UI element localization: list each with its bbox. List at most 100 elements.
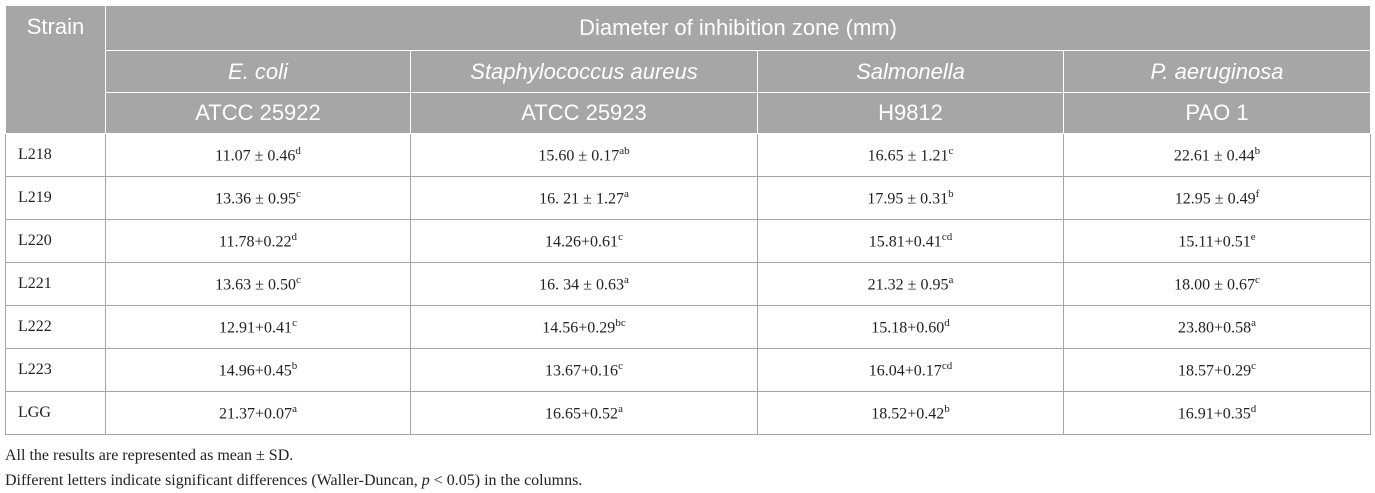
significance-letter: c bbox=[618, 230, 623, 243]
header-cell: ATCC 25923 bbox=[410, 92, 758, 134]
table: Strain Diameter of inhibition zone (mm) E.… bbox=[5, 5, 1372, 435]
body-row: L223 14.96+0.45b 13.67+0.16c 16.04+0.17cd 18… bbox=[5, 348, 1372, 392]
value-text: 18.52+0.42 bbox=[871, 405, 945, 423]
body-row: L222 12.91+0.41c 14.56+0.29bc 15.18+0.60d 23… bbox=[5, 305, 1372, 349]
value-text: 13.67+0.16 bbox=[545, 362, 619, 380]
value-text: 13.36 ± 0.95 bbox=[215, 190, 296, 208]
header-cell: H9812 bbox=[757, 92, 1064, 134]
value-text: 23.80+0.58 bbox=[1178, 319, 1252, 337]
value-text: 12.91+0.41 bbox=[219, 319, 293, 337]
value-text: 15.60 ± 0.17 bbox=[538, 147, 620, 165]
header-cell: Strain bbox=[5, 5, 106, 134]
value-cell: 16.04+0.17cd bbox=[757, 348, 1064, 392]
value-text: 13.63 ± 0.50 bbox=[215, 276, 296, 294]
significance-letter: c bbox=[295, 273, 301, 286]
value-cell: 16. 21 ± 1.27a bbox=[410, 176, 758, 220]
value-text: 14.56+0.29 bbox=[542, 319, 616, 337]
value-cell: 16. 34 ± 0.63a bbox=[410, 262, 758, 306]
footnote: All the results are represented as mean … bbox=[5, 447, 294, 464]
strain-cell: L219 bbox=[5, 176, 106, 220]
header-row: E. coli Staphylococcus aureus Salmonella P.… bbox=[6, 50, 1372, 93]
header-row: Strain Diameter of inhibition zone (mm) bbox=[5, 5, 1372, 134]
significance-letter: f bbox=[1255, 187, 1260, 200]
value-cell: 21.32 ± 0.95a bbox=[757, 262, 1064, 306]
value-text: 21.37+0.07 bbox=[219, 405, 293, 423]
value-cell: 14.96+0.45b bbox=[105, 348, 411, 392]
value-cell: 15.11+0.51e bbox=[1062, 219, 1372, 263]
body-row: L221 13.63 ± 0.50c 16. 34 ± 0.63a 21.32 ± 0… bbox=[5, 262, 1372, 306]
header-cell: P. aeruginosa bbox=[1062, 50, 1372, 93]
significance-letter: c bbox=[295, 187, 301, 200]
value-text: 18.57+0.29 bbox=[1178, 362, 1252, 380]
body-row: L220 11.78+0.22d 14.26+0.61c 15.81+0.41cd 15… bbox=[5, 219, 1372, 263]
value-cell: 13.36 ± 0.95c bbox=[105, 176, 411, 220]
significance-letter: d bbox=[1250, 402, 1257, 415]
footnote-part: p bbox=[421, 472, 430, 489]
value-text: 16. 34 ± 0.63 bbox=[539, 276, 624, 294]
significance-letter: cd bbox=[941, 359, 953, 372]
significance-letter: c bbox=[1254, 273, 1260, 286]
value-cell: 11.78+0.22d bbox=[105, 219, 411, 263]
value-text: 11.78+0.22 bbox=[219, 233, 292, 251]
significance-letter: a bbox=[618, 402, 623, 415]
significance-letter: b bbox=[944, 402, 950, 415]
strain-cell: L218 bbox=[5, 133, 106, 177]
value-text: 22.61 ± 0.44 bbox=[1173, 147, 1255, 165]
significance-letter: a bbox=[1251, 316, 1256, 329]
value-text: 16.91+0.35 bbox=[1177, 405, 1251, 423]
footnotes: All the results are represented as mean … bbox=[5, 443, 1370, 493]
value-cell: 12.95 ± 0.49f bbox=[1062, 176, 1372, 220]
value-text: 15.18+0.60 bbox=[871, 319, 945, 337]
value-cell: 16.65+0.52a bbox=[410, 391, 758, 435]
significance-letter: bc bbox=[615, 316, 626, 329]
significance-letter: d bbox=[295, 144, 301, 157]
value-text: 18.00 ± 0.67 bbox=[1174, 276, 1255, 294]
value-text: 15.11+0.51 bbox=[1178, 233, 1251, 251]
header-cell: PAO 1 bbox=[1062, 92, 1372, 134]
significance-letter: a bbox=[948, 273, 954, 286]
value-text: 16.65 ± 1.21 bbox=[867, 147, 949, 165]
footnote: Different letters indicate significant d… bbox=[5, 468, 1370, 493]
significance-letter: ab bbox=[619, 144, 630, 157]
value-cell: 14.56+0.29bc bbox=[410, 305, 758, 349]
header-cell: Diameter of inhibition zone (mm) bbox=[104, 5, 1372, 51]
header-cell: Staphylococcus aureus bbox=[410, 50, 758, 93]
strain-cell: L222 bbox=[5, 305, 106, 349]
strain-cell: LGG bbox=[5, 391, 106, 435]
value-cell: 13.67+0.16c bbox=[410, 348, 758, 392]
significance-letter: e bbox=[1250, 230, 1256, 243]
value-text: 16.04+0.17 bbox=[868, 362, 942, 380]
value-text: 14.96+0.45 bbox=[218, 362, 292, 380]
body-row: L218 11.07 ± 0.46d 15.60 ± 0.17ab 16.65 ± 1… bbox=[5, 133, 1372, 177]
value-cell: 21.37+0.07a bbox=[105, 391, 411, 435]
value-cell: 22.61 ± 0.44b bbox=[1062, 133, 1372, 177]
value-cell: 12.91+0.41c bbox=[105, 305, 411, 349]
value-cell: 23.80+0.58a bbox=[1062, 305, 1372, 349]
value-text: 14.26+0.61 bbox=[545, 233, 619, 251]
value-cell: 18.52+0.42b bbox=[757, 391, 1064, 435]
value-cell: 15.60 ± 0.17ab bbox=[410, 133, 758, 177]
significance-letter: d bbox=[944, 316, 950, 329]
significance-letter: c bbox=[1251, 359, 1256, 372]
value-text: 12.95 ± 0.49 bbox=[1174, 190, 1256, 208]
significance-letter: b bbox=[1254, 144, 1261, 157]
value-cell: 18.00 ± 0.67c bbox=[1062, 262, 1372, 306]
strain-cell: L223 bbox=[5, 348, 106, 392]
value-text: 15.81+0.41 bbox=[868, 233, 942, 251]
value-cell: 11.07 ± 0.46d bbox=[105, 133, 411, 177]
significance-letter: b bbox=[291, 359, 298, 372]
value-cell: 18.57+0.29c bbox=[1062, 348, 1372, 392]
value-text: 16. 21 ± 1.27 bbox=[539, 190, 624, 208]
footnote-part: Different letters indicate significant d… bbox=[5, 472, 422, 489]
table-wrap: Strain Diameter of inhibition zone (mm) E.… bbox=[5, 5, 1372, 493]
value-text: 16.65+0.52 bbox=[545, 405, 619, 423]
significance-letter: c bbox=[292, 316, 297, 329]
significance-letter: c bbox=[618, 359, 623, 372]
significance-letter: d bbox=[291, 230, 297, 243]
value-cell: 15.81+0.41cd bbox=[757, 219, 1064, 263]
header-cell: Salmonella bbox=[757, 50, 1064, 93]
value-cell: 16.91+0.35d bbox=[1062, 391, 1372, 435]
value-cell: 13.63 ± 0.50c bbox=[105, 262, 411, 306]
value-text: 17.95 ± 0.31 bbox=[867, 190, 949, 208]
value-text: 21.32 ± 0.95 bbox=[867, 276, 949, 294]
